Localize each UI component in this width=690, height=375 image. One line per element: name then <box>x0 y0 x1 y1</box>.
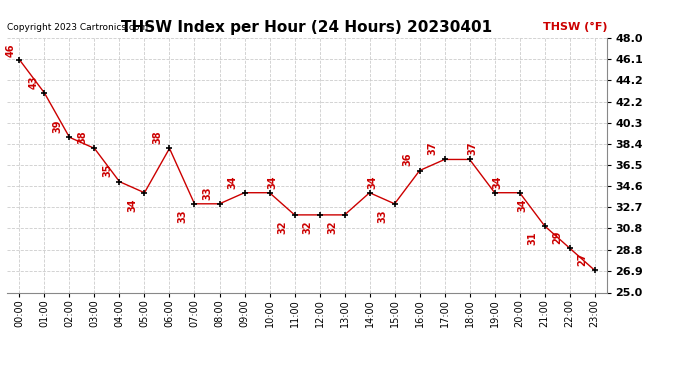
Text: 38: 38 <box>77 130 87 144</box>
Text: 31: 31 <box>527 232 538 245</box>
Text: 33: 33 <box>177 210 187 223</box>
Text: 43: 43 <box>28 75 39 89</box>
Text: 34: 34 <box>127 199 137 212</box>
Text: 37: 37 <box>467 142 477 155</box>
Text: 34: 34 <box>267 175 277 189</box>
Text: 34: 34 <box>367 175 377 189</box>
Text: 34: 34 <box>518 199 527 212</box>
Text: 33: 33 <box>377 210 387 223</box>
Text: 35: 35 <box>102 164 112 177</box>
Text: 33: 33 <box>202 186 212 200</box>
Text: 36: 36 <box>402 153 412 166</box>
Text: 46: 46 <box>6 44 16 57</box>
Text: 27: 27 <box>578 253 587 266</box>
Text: 32: 32 <box>277 221 287 234</box>
Text: 29: 29 <box>552 231 562 244</box>
Text: Copyright 2023 Cartronics.com: Copyright 2023 Cartronics.com <box>7 23 148 32</box>
Text: 37: 37 <box>427 142 437 155</box>
Text: 34: 34 <box>493 175 502 189</box>
Text: 39: 39 <box>52 120 62 133</box>
Text: 34: 34 <box>227 175 237 189</box>
Text: 32: 32 <box>327 221 337 234</box>
Text: 32: 32 <box>302 221 312 234</box>
Title: THSW Index per Hour (24 Hours) 20230401: THSW Index per Hour (24 Hours) 20230401 <box>121 20 493 35</box>
Text: THSW (°F): THSW (°F) <box>543 22 607 32</box>
Text: 38: 38 <box>152 130 162 144</box>
